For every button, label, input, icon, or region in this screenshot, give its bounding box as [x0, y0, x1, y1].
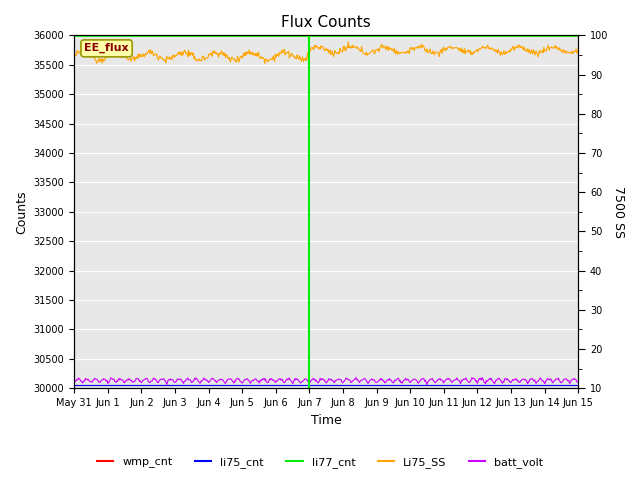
Legend: wmp_cnt, li75_cnt, li77_cnt, Li75_SS, batt_volt: wmp_cnt, li75_cnt, li77_cnt, Li75_SS, ba…: [92, 452, 548, 472]
X-axis label: Time: Time: [311, 414, 342, 427]
Y-axis label: 7500 SS: 7500 SS: [612, 186, 625, 238]
Text: EE_flux: EE_flux: [84, 43, 129, 53]
Y-axis label: Counts: Counts: [15, 190, 28, 234]
Title: Flux Counts: Flux Counts: [281, 15, 371, 30]
